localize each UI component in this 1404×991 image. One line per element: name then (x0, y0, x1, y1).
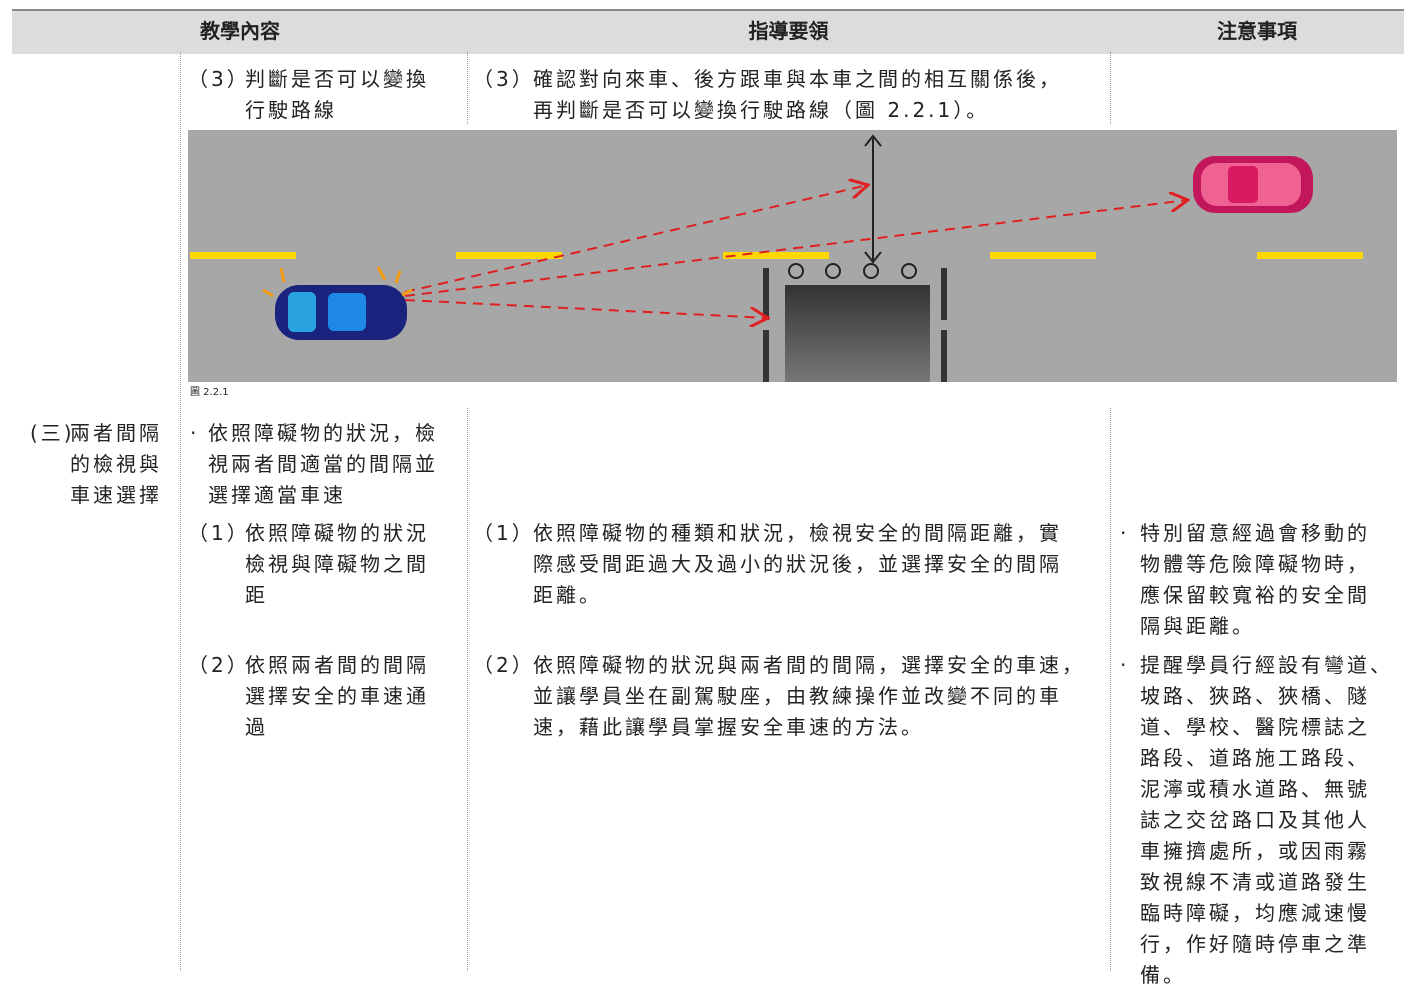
section-title: 的檢視與 (70, 452, 162, 476)
bullet: · (190, 421, 200, 445)
content-text: 行駛路線 (245, 98, 337, 122)
guidance-text: 距離。 (533, 583, 602, 607)
guidance-text: 際感受間距過大及過小的狀況後，並選擇安全的間隔 (533, 552, 1062, 576)
divider (1110, 52, 1111, 124)
guidance-text: 並讓學員坐在副駕駛座，由教練操作並改變不同的車 (533, 684, 1062, 708)
guidance-text: 再判斷是否可以變換行駛路線（圖 2.2.1）。 (533, 98, 990, 122)
divider (467, 52, 468, 124)
guidance-text-marker: （1） (473, 521, 535, 545)
notes-text: 應保留較寬裕的安全間 (1140, 583, 1370, 607)
content-text-marker: （3） (188, 67, 250, 91)
notes-text: 備。 (1140, 963, 1186, 987)
content-text: 選擇安全的車速通 (245, 684, 429, 708)
guidance-text: 依照障礙物的狀況與兩者間的間隔，選擇安全的車速， (533, 653, 1085, 677)
header-band (12, 9, 1404, 54)
content-text: 距 (245, 583, 268, 607)
content-text-marker: （2） (188, 653, 250, 677)
notes-text-marker: · (1120, 653, 1130, 677)
notes-text: 道、學校、醫院標誌之 (1140, 715, 1370, 739)
guidance-text: 速，藉此讓學員掌握安全車速的方法。 (533, 715, 924, 739)
notes-text: 物體等危險障礙物時， (1140, 552, 1370, 576)
section-label: (三) (30, 421, 75, 445)
col-header: 指導要領 (748, 19, 829, 43)
col-header: 注意事項 (1217, 19, 1297, 43)
notes-text: 路段、道路施工路段、 (1140, 746, 1370, 770)
figure (188, 130, 1397, 382)
notes-text: 誌之交岔路口及其他人 (1140, 808, 1370, 832)
notes-text: 臨時障礙，均應減速慢 (1140, 901, 1370, 925)
content-text: 依照障礙物的狀況 (245, 521, 429, 545)
notes-text: 泥濘或積水道路、無號 (1140, 777, 1370, 801)
divider (180, 52, 181, 971)
content-text: 依照兩者間的間隔 (245, 653, 429, 677)
divider (467, 408, 468, 971)
notes-text: 行，作好隨時停車之準 (1140, 932, 1370, 956)
guidance-text-marker: （2） (473, 653, 535, 677)
content-text: 判斷是否可以變換 (245, 67, 429, 91)
content-text: 檢視與障礙物之間 (245, 552, 429, 576)
divider (1110, 408, 1111, 971)
page: 教學內容 指導要領 注意事項 圖 2.2.1 (() => { const da… (12, 9, 1404, 987)
guidance-text: 依照障礙物的種類和狀況，檢視安全的間隔距離，實 (533, 521, 1062, 545)
notes-text: 車擁擠處所，或因雨霧 (1140, 839, 1370, 863)
guidance-text: 確認對向來車、後方跟車與本車之間的相互關係後， (533, 67, 1062, 91)
notes-text: 致視線不清或道路發生 (1140, 870, 1370, 894)
content-text: 過 (245, 715, 268, 739)
content-text: 選擇適當車速 (208, 483, 346, 507)
notes-text: 提醒學員行經設有彎道、 (1140, 653, 1393, 677)
section-title: 兩者間隔 (70, 421, 162, 445)
content-text-marker: （1） (188, 521, 250, 545)
notes-text-marker: · (1120, 521, 1130, 545)
figure-caption: 圖 2.2.1 (190, 387, 229, 398)
section-title: 車速選擇 (70, 483, 162, 507)
content-text: 依照障礙物的狀況，檢 (208, 421, 438, 445)
notes-text: 特別留意經過會移動的 (1140, 521, 1370, 545)
notes-text: 隔與距離。 (1140, 614, 1255, 638)
guidance-text-marker: （3） (473, 67, 535, 91)
col-header: 教學內容 (200, 19, 280, 43)
content-text: 視兩者間適當的間隔並 (208, 452, 438, 476)
notes-text: 坡路、狹路、狹橋、隧 (1140, 684, 1370, 708)
